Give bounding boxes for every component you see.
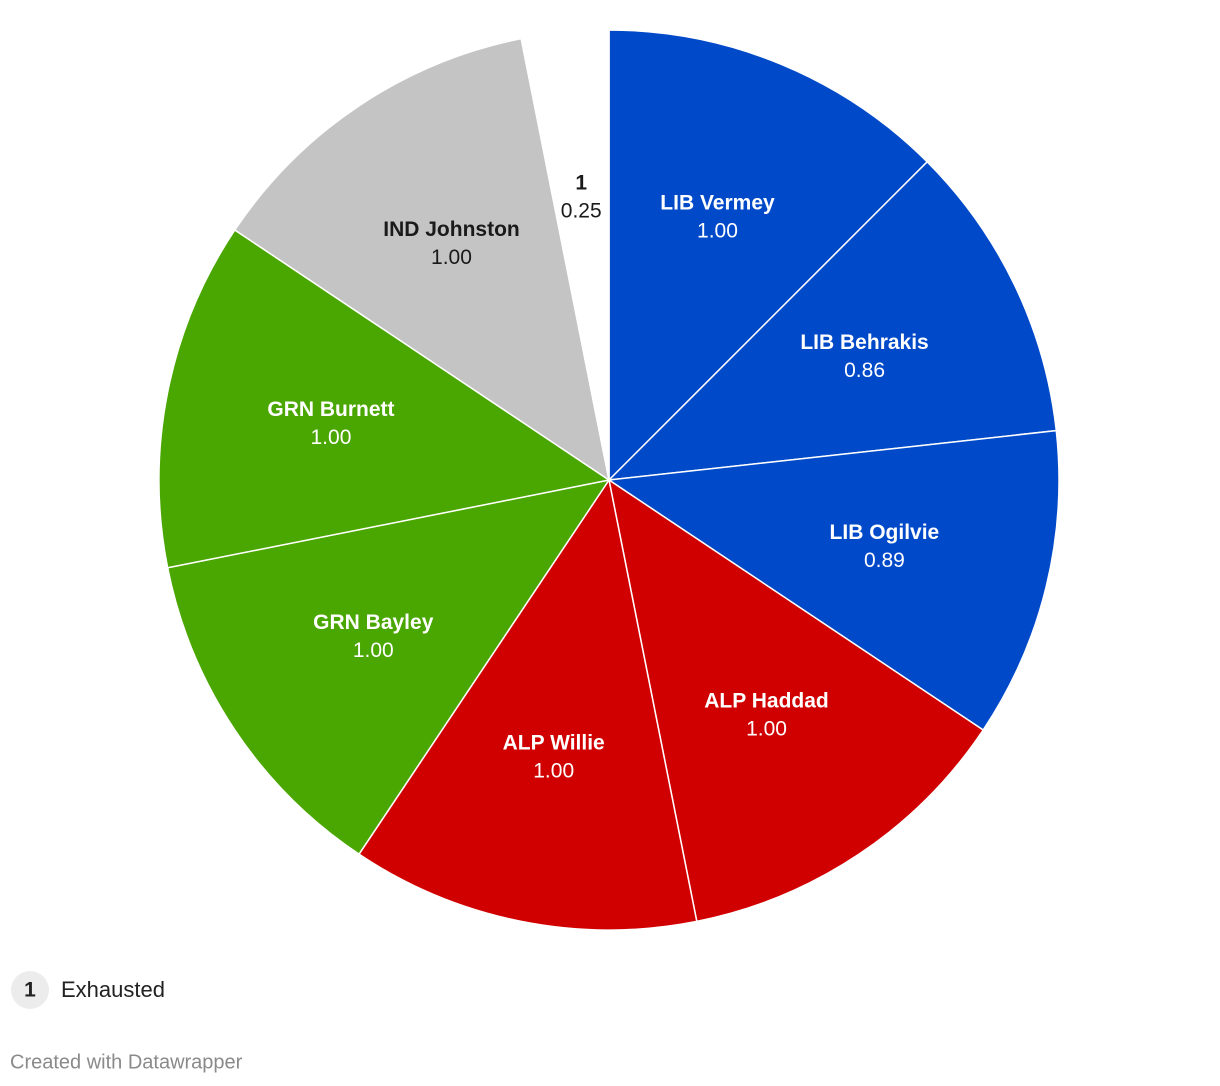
slice-value: 0.89: [864, 549, 905, 572]
slice: [608, 29, 929, 482]
pie: [158, 29, 1060, 931]
slice: [520, 29, 610, 481]
slice-name: IND Johnston: [383, 218, 520, 241]
slice: [357, 478, 698, 931]
slice: [607, 478, 985, 923]
slice-value: 1.00: [697, 220, 738, 243]
footer: Created with Datawrapper: [10, 1051, 243, 1073]
slice-value: 1.00: [431, 246, 472, 269]
slice-name: LIB Behrakis: [800, 331, 928, 354]
slice-name: 1: [575, 171, 587, 194]
slice: [166, 478, 611, 856]
slice-value: 1.00: [746, 717, 787, 740]
legend-marker: 1: [24, 979, 36, 1002]
slice-name: LIB Vermey: [660, 192, 775, 215]
legend-badge: [11, 971, 49, 1009]
slice: [158, 228, 611, 569]
slice: [606, 429, 1060, 732]
slice: [233, 37, 611, 482]
slice: [606, 160, 1058, 481]
slice-value: 1.00: [311, 426, 352, 449]
legend-text: Exhausted: [61, 977, 165, 1002]
slice-name: ALP Willie: [503, 732, 605, 755]
slice-value: 0.86: [844, 359, 885, 382]
slice-name: LIB Ogilvie: [830, 521, 940, 544]
slice-value: 0.25: [561, 199, 602, 222]
slice-labels: LIB Vermey 1.00 LIB Behrakis 0.86 LIB Ogilvi…: [267, 171, 939, 782]
slice-name: ALP Haddad: [704, 689, 828, 712]
slice-name: GRN Bayley: [313, 611, 434, 634]
slice-name: GRN Burnett: [267, 398, 394, 421]
slice-value: 1.00: [353, 639, 394, 662]
slice-value: 1.00: [533, 760, 574, 783]
